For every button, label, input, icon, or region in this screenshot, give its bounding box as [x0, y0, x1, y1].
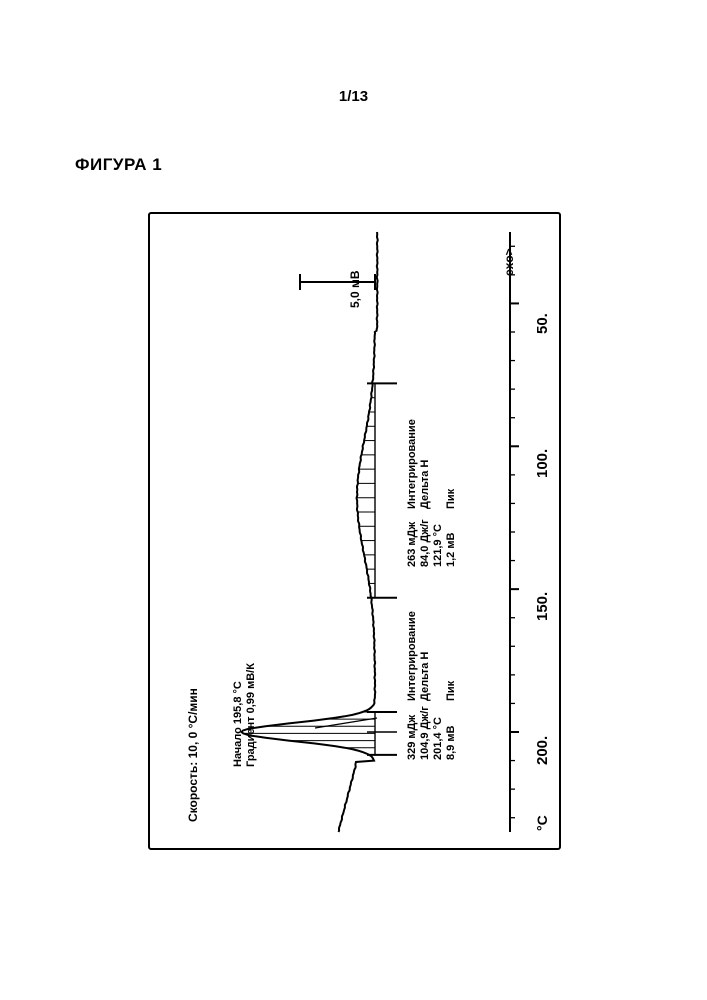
- peak1-val-integr: 263 мДж: [406, 522, 418, 567]
- peak1-label-deltaH: Дельта Н: [419, 460, 431, 509]
- xtick-150: 150.: [534, 592, 551, 621]
- dsc-svg: [150, 214, 559, 848]
- peak2-label-peak: Пик: [445, 681, 457, 701]
- peak2-label-integr: Интегрирование: [406, 611, 418, 701]
- peak1-val-deltaH: 84,0 Дж/г: [419, 519, 431, 567]
- onset-line1: Начало 195,8 °С: [232, 681, 244, 767]
- onset-line2: Градиент 0,99 мВ/К: [245, 663, 257, 767]
- peak2-val-peak: 8,9 мВ: [445, 726, 457, 760]
- peak2-val-deltaH: 104,9 Дж/г: [419, 706, 431, 760]
- peak2-label-deltaH: Дельта Н: [419, 652, 431, 701]
- peak1-label-peak: Пик: [445, 489, 457, 509]
- xtick-100: 100.: [534, 449, 551, 478]
- xtick-200: 200.: [534, 736, 551, 765]
- xtick-50: 50.: [534, 313, 551, 334]
- peak1-val-peak: 1,2 мВ: [445, 533, 457, 567]
- rate-label: Скорость: 10, 0 °С/мин: [186, 688, 200, 822]
- dsc-chart: Скорость: 10, 0 °С/мин Начало 195,8 °С Г…: [148, 212, 561, 850]
- page-number: 1/13: [0, 88, 707, 105]
- axis-unit: °С: [534, 815, 550, 831]
- peak1-label-integr: Интегрирование: [406, 419, 418, 509]
- peak2-val-peakT: 201,4 °С: [432, 717, 444, 760]
- peak1-val-peakT: 121,9 °С: [432, 524, 444, 567]
- page: 1/13 ФИГУРА 1 Скорость: 10, 0 °С/мин Нач…: [0, 0, 707, 1000]
- figure-title: ФИГУРА 1: [75, 155, 162, 175]
- scalebar-label: 5,0 мВ: [348, 270, 362, 308]
- peak2-val-integr: 329 мДж: [406, 715, 418, 760]
- exo-label: exo>: [502, 248, 516, 276]
